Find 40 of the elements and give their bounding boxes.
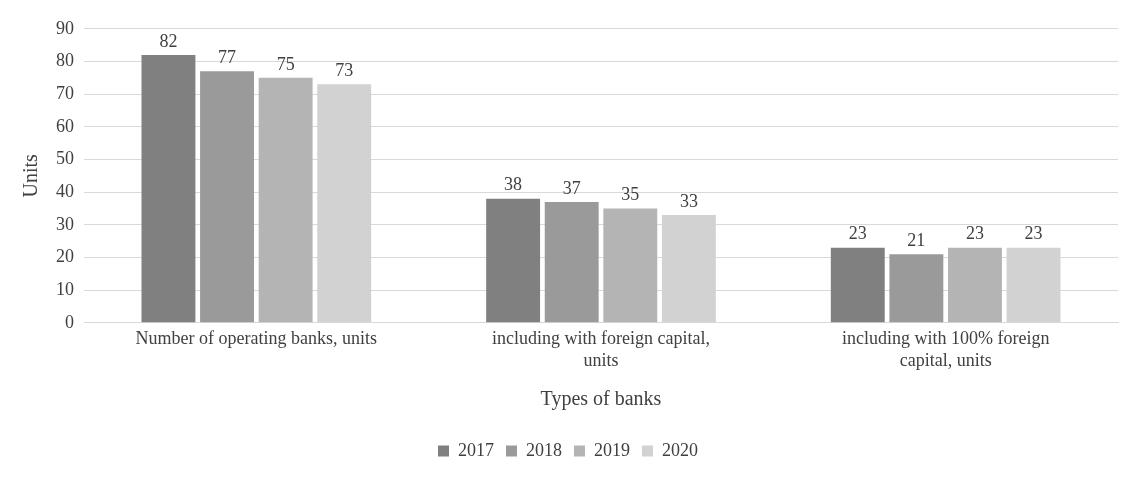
legend-label: 2018 — [526, 439, 562, 460]
legend-label: 2017 — [458, 439, 494, 460]
y-tick-label: 10 — [56, 278, 74, 299]
legend-label: 2019 — [594, 439, 630, 460]
data-label: 21 — [907, 229, 926, 250]
bar — [830, 247, 885, 323]
bar — [200, 71, 254, 323]
y-tick-label: 50 — [56, 148, 74, 169]
data-label: 38 — [504, 174, 523, 195]
bar — [258, 77, 313, 323]
y-tick-label: 40 — [56, 180, 74, 201]
y-axis-title: Units — [19, 153, 42, 198]
bar — [603, 208, 658, 323]
data-label: 23 — [965, 223, 984, 244]
data-label: 82 — [159, 30, 178, 51]
y-tick-label: 70 — [56, 82, 74, 103]
data-label: 23 — [1024, 223, 1043, 244]
data-label: 77 — [218, 47, 237, 67]
y-tick-label: 20 — [56, 246, 74, 267]
data-label: 33 — [679, 190, 698, 211]
x-tick-label: including with foreign capital, units — [492, 328, 710, 370]
data-label: 23 — [848, 223, 867, 244]
y-tick-label: 0 — [65, 311, 74, 332]
x-tick-label: Number of operating banks, units — [135, 328, 378, 349]
bar — [141, 54, 196, 323]
y-tick-label: 30 — [56, 213, 74, 234]
data-label: 75 — [276, 53, 295, 74]
bar — [544, 201, 599, 323]
data-label: 35 — [621, 184, 640, 205]
data-label: 73 — [335, 60, 354, 81]
bar — [889, 254, 944, 323]
y-tick-label: 60 — [56, 115, 74, 136]
x-axis-title: Types of banks — [540, 387, 662, 411]
legend-label: 2020 — [662, 439, 698, 460]
y-tick-label: 90 — [56, 17, 74, 38]
bar — [486, 198, 541, 323]
x-tick-label: including with 100% foreign capital, units — [841, 328, 1050, 370]
data-label: 37 — [562, 177, 581, 198]
y-tick-label: 80 — [56, 50, 74, 71]
bar — [948, 247, 1002, 323]
